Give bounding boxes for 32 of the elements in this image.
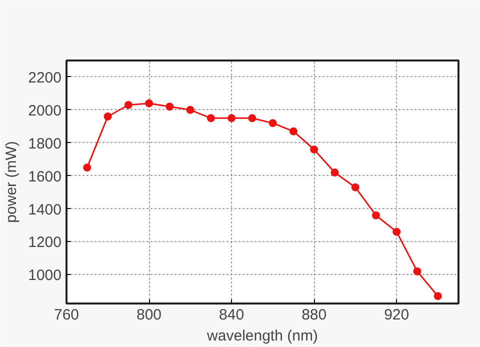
- y-tick-label: 1000: [28, 267, 62, 284]
- point: [434, 292, 442, 300]
- y-axis-title: power (mW): [3, 141, 20, 223]
- point: [392, 228, 401, 236]
- point: [83, 164, 92, 172]
- y-tick-label: 2000: [28, 102, 62, 120]
- y-tick-label: 1600: [28, 168, 62, 186]
- point: [372, 211, 380, 220]
- point: [228, 114, 236, 122]
- point: [186, 106, 194, 114]
- x-axis-title: wavelength (nm): [206, 328, 318, 344]
- x-tick-label: 760: [54, 306, 80, 324]
- point: [289, 127, 298, 136]
- x-tick-label: 800: [136, 306, 162, 324]
- point: [413, 267, 422, 276]
- point: [166, 102, 174, 111]
- y-tick-label: 1400: [28, 201, 62, 218]
- point: [310, 145, 318, 154]
- point: [104, 112, 112, 121]
- point: [351, 183, 360, 192]
- point: [330, 168, 339, 177]
- y-tick-label: 2200: [28, 69, 62, 86]
- x-tick-label: 840: [219, 306, 244, 324]
- y-tick-label: 1800: [28, 135, 62, 152]
- x-tick-label: 880: [302, 306, 327, 324]
- point: [124, 100, 132, 109]
- point: [206, 114, 215, 122]
- point: [145, 99, 154, 108]
- point: [268, 119, 277, 128]
- y-tick-label: 1200: [28, 234, 62, 252]
- point: [248, 114, 256, 122]
- x-tick-label: 920: [384, 306, 410, 324]
